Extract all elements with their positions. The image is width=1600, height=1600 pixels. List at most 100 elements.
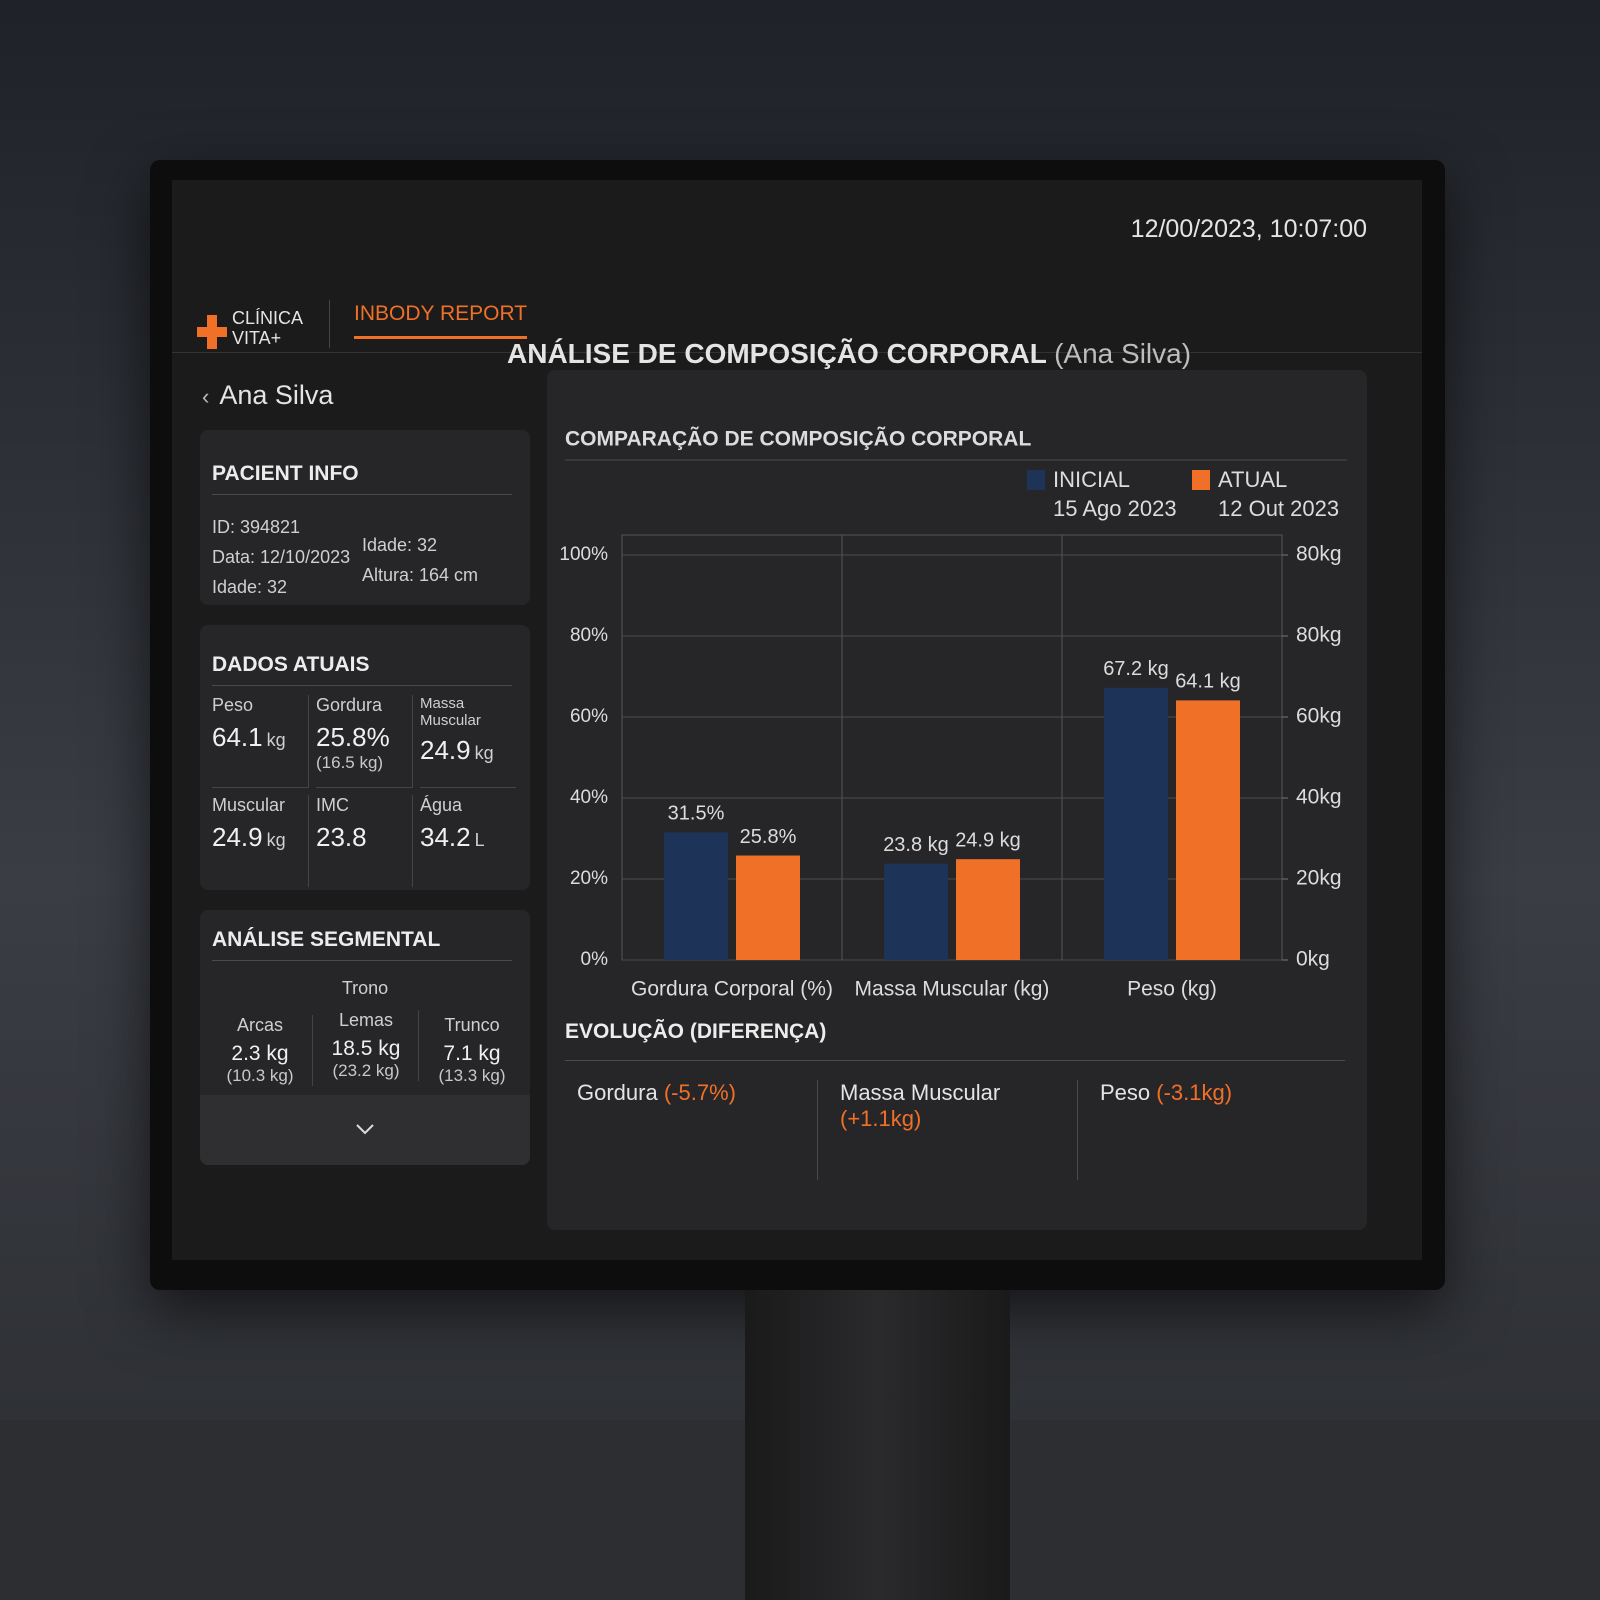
data-cell: Massa Muscular 24.9 kg — [420, 695, 516, 788]
field: Data: 12/10/2023 — [212, 547, 351, 567]
y-tick-label: 20% — [570, 868, 608, 889]
segment-value: 18.5 kg — [331, 1037, 401, 1060]
tab[interactable]: INBODY REPORT — [354, 302, 528, 339]
y2-tick-label: 40kg — [1296, 786, 1342, 809]
unit: kg — [266, 730, 286, 750]
y-tick-label: 80% — [570, 625, 608, 646]
legend-date: 15 Ago 2023 — [1053, 496, 1177, 521]
y2-tick-label: 60kg — [1296, 705, 1342, 728]
evolution-title: EVOLUÇÃO (DIFERENÇA) — [565, 1020, 827, 1043]
cell-value: 25.8% — [316, 722, 412, 753]
cell-label: IMC — [316, 795, 349, 815]
segment: Trunco 7.1 kg (13.3 kg) — [420, 1015, 524, 1086]
data-cell: Gordura 25.8% (16.5 kg) — [316, 695, 413, 788]
value: 24.9 — [420, 735, 471, 765]
x-tick-label: Massa Muscular (kg) — [855, 978, 1050, 1001]
legend-label: INICIAL — [1053, 467, 1130, 492]
evolution-item: Gordura (-5.7%) — [577, 1080, 817, 1180]
evolution-change: (+1.1kg) — [840, 1106, 922, 1131]
field: Idade: 32 — [362, 535, 438, 555]
value-label: 25.8% — [740, 826, 797, 848]
group-label: Trono — [341, 978, 389, 998]
panel-title: DADOS ATUAIS — [212, 653, 512, 686]
y-tick-label: 60% — [570, 706, 608, 727]
logo: CLÍNICA VITA+ — [232, 308, 303, 348]
patient-info-panel: PACIENT INFO ID: 394821 Data: 12/10/2023… — [200, 430, 530, 605]
cell-value: 24.9 kg — [420, 735, 516, 766]
bar — [1176, 700, 1240, 960]
cell-label: Massa Muscular — [420, 695, 481, 729]
y2-tick-label: 20kg — [1296, 867, 1342, 890]
value: 64.1 — [212, 722, 263, 752]
y2-tick-label: 80kg — [1296, 543, 1342, 566]
cell-label: Peso — [212, 695, 254, 715]
bar — [884, 863, 948, 960]
segmental-panel: ANÁLISE SEGMENTAL Trono Arcas 2.3 kg (10.3… — [200, 910, 530, 1165]
value: 24.9 — [212, 822, 263, 852]
panel-title: PACIENT INFO — [212, 462, 512, 495]
value: 25.8% — [316, 722, 390, 752]
legend-swatch — [1027, 470, 1045, 490]
segment-label: Arcas — [236, 1015, 283, 1035]
data-cell: Muscular 24.9 kg — [212, 795, 309, 887]
bar — [956, 859, 1020, 960]
evolution-change: (-3.1kg) — [1156, 1080, 1233, 1105]
title-patient: (Ana Silva) — [1054, 338, 1192, 369]
bar — [664, 832, 728, 960]
data-cell: Água 34.2 L — [420, 795, 516, 887]
cell-value: 24.9 kg — [212, 822, 308, 853]
segment-label: Trunco — [444, 1015, 500, 1035]
value-label: 23.8 kg — [883, 834, 949, 856]
chart-panel: COMPARAÇÃO DE COMPOSIÇÃO CORPORAL INICIAL… — [547, 370, 1367, 1230]
segment-value: 2.3 kg — [231, 1042, 289, 1065]
evolution-item: Massa Muscular (+1.1kg) — [817, 1080, 1080, 1180]
unit: L — [474, 830, 485, 850]
cell-label: Gordura — [316, 695, 383, 715]
value-label: 67.2 kg — [1103, 658, 1169, 680]
cell-value: 23.8 — [316, 822, 412, 853]
evolution-label: Peso — [1100, 1080, 1151, 1105]
evolution-item: Peso (-3.1kg) — [1077, 1080, 1340, 1180]
evolution-change: (-5.7%) — [663, 1080, 736, 1105]
legend-date: 12 Out 2023 — [1218, 496, 1339, 521]
bar — [1104, 687, 1168, 960]
logo-icon — [197, 315, 227, 349]
value: 23.8 — [316, 822, 367, 852]
back-link[interactable]: ‹ Ana Silva — [202, 380, 334, 410]
value-label: 31.5% — [668, 803, 725, 825]
y-tick-label: 100% — [559, 544, 608, 565]
y-tick-label: 40% — [570, 787, 608, 808]
segment: Arcas 2.3 kg (10.3 kg) — [208, 1015, 313, 1086]
patient-fields: ID: 394821 Data: 12/10/2023 Idade: 32 — [212, 512, 350, 602]
timestamp: 12/00/2023, 10:07:00 — [1130, 215, 1367, 243]
evolution-label: Gordura — [577, 1080, 658, 1105]
cell-value: 34.2 L — [420, 822, 516, 853]
rule — [565, 1060, 1345, 1061]
evolution-label: Massa Muscular — [840, 1080, 1001, 1105]
expand-button[interactable] — [200, 1095, 530, 1165]
panel-title: ANÁLISE SEGMENTAL — [212, 928, 512, 961]
logo-line: VITA+ — [232, 328, 282, 348]
logo-line: CLÍNICA — [232, 308, 304, 328]
divider — [329, 300, 330, 348]
unit: kg — [474, 743, 494, 763]
y-tick-label: 0% — [581, 949, 609, 970]
value: 34.2 — [420, 822, 471, 852]
segment: Lemas 18.5 kg (23.2 kg) — [314, 1010, 419, 1081]
bar — [736, 855, 800, 960]
data-cell: IMC 23.8 — [316, 795, 413, 887]
data-cell: Peso 64.1 kg — [212, 695, 309, 788]
chart: COMPARAÇÃO DE COMPOSIÇÃO CORPORAL INICIAL… — [559, 428, 1347, 1001]
cell-value: 64.1 kg — [212, 722, 308, 753]
segment-note: (10.3 kg) — [226, 1066, 294, 1085]
header-rule — [172, 352, 1422, 353]
value-label: 64.1 kg — [1175, 671, 1241, 693]
patient-fields: Idade: 32 Altura: 164 cm — [362, 530, 478, 590]
chevron-icon — [356, 1124, 374, 1135]
legend-label: ATUAL — [1218, 467, 1287, 492]
legend-swatch — [1192, 470, 1210, 490]
monitor-stand — [745, 1290, 1010, 1600]
cell-note: (16.5 kg) — [316, 753, 384, 772]
chart-title: COMPARAÇÃO DE COMPOSIÇÃO CORPORAL — [565, 428, 1031, 451]
